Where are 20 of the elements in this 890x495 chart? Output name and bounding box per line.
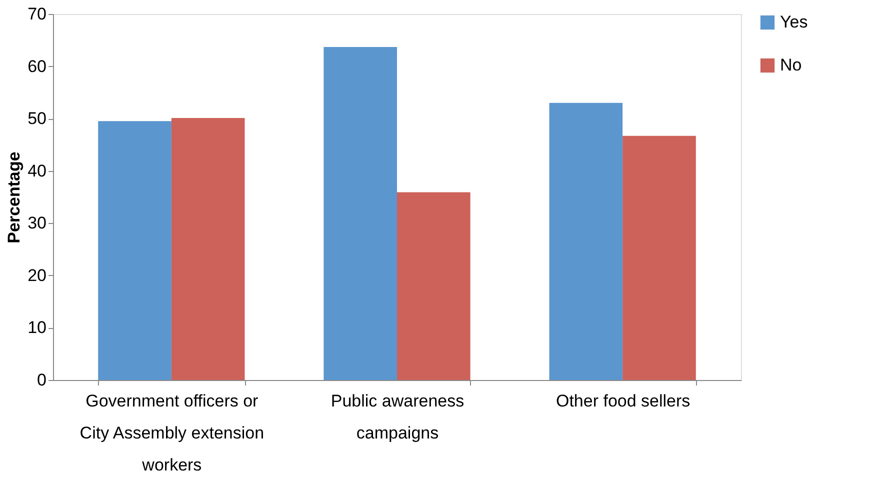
y-tick-label: 10 bbox=[28, 318, 46, 338]
y-tick-label: 0 bbox=[37, 370, 46, 390]
y-tick-label: 40 bbox=[28, 161, 46, 180]
y-tick-label: 70 bbox=[28, 4, 46, 24]
y-tick-label: 20 bbox=[28, 266, 46, 285]
y-axis-title: Percentage bbox=[4, 152, 24, 244]
x-tick-label: Government officers or City Assembly extension workers bbox=[80, 392, 264, 474]
y-tick-label: 60 bbox=[28, 56, 46, 76]
y-tick-label: 50 bbox=[28, 109, 46, 128]
legend-label: Yes bbox=[780, 12, 808, 32]
bar bbox=[397, 192, 470, 380]
bar bbox=[622, 136, 696, 380]
bar bbox=[549, 102, 623, 380]
x-tick-label: Other food sellers bbox=[556, 392, 690, 410]
x-tick-label: Public awareness campaigns bbox=[330, 392, 464, 442]
bar bbox=[171, 118, 245, 380]
bar bbox=[324, 46, 397, 380]
legend-label: No bbox=[780, 56, 802, 74]
y-tick-label: 30 bbox=[28, 214, 46, 233]
bar bbox=[98, 121, 172, 380]
